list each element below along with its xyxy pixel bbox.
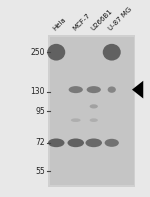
Ellipse shape <box>85 138 102 147</box>
Text: MCF-7: MCF-7 <box>72 12 91 32</box>
Text: U266B1: U266B1 <box>90 8 113 32</box>
Ellipse shape <box>48 138 64 147</box>
Ellipse shape <box>105 139 119 147</box>
Ellipse shape <box>69 86 83 93</box>
Ellipse shape <box>68 138 84 147</box>
Ellipse shape <box>87 86 101 93</box>
Bar <box>48 35 135 187</box>
Polygon shape <box>132 81 143 98</box>
Ellipse shape <box>71 118 81 122</box>
Text: 72: 72 <box>35 138 45 147</box>
Ellipse shape <box>90 104 98 109</box>
Text: U-87 MG: U-87 MG <box>108 6 133 32</box>
Ellipse shape <box>108 86 116 93</box>
Text: Hela: Hela <box>52 16 67 32</box>
Ellipse shape <box>103 44 121 61</box>
Text: 130: 130 <box>30 87 45 96</box>
Text: 55: 55 <box>35 167 45 176</box>
Bar <box>50 37 134 185</box>
Text: 95: 95 <box>35 107 45 116</box>
Text: 250: 250 <box>30 48 45 57</box>
Ellipse shape <box>90 118 98 122</box>
Ellipse shape <box>47 44 65 61</box>
